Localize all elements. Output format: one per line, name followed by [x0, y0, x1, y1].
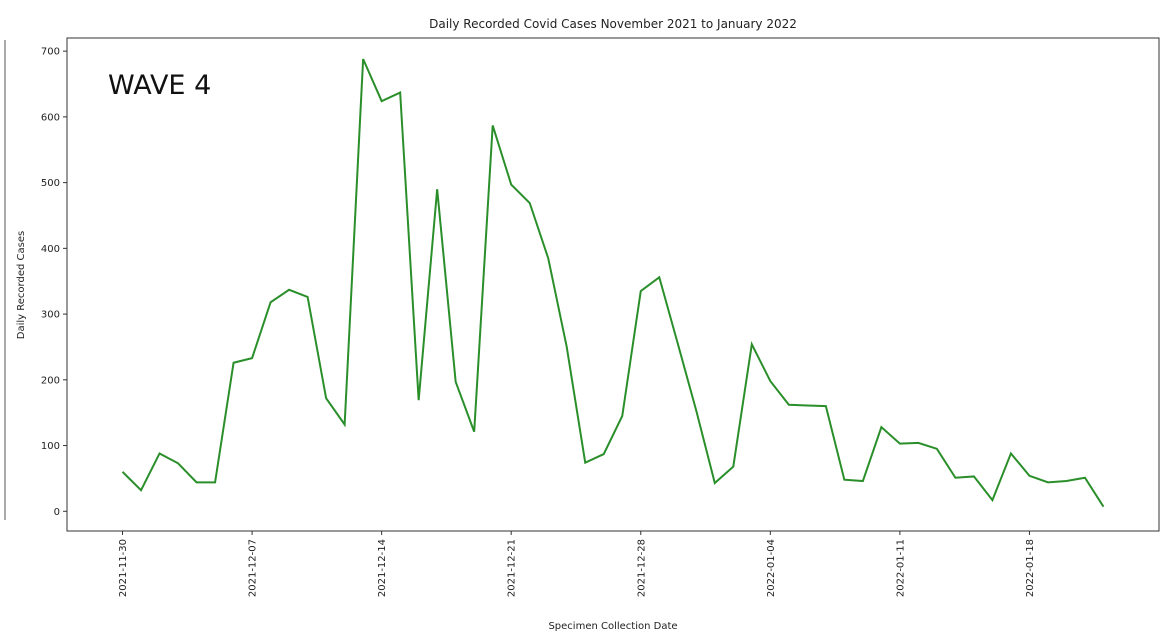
y-axis-label: Daily Recorded Cases: [16, 231, 27, 339]
x-tick-label: 2022-01-04: [766, 539, 777, 597]
y-tick-label: 600: [41, 112, 60, 123]
x-axis-label: Specimen Collection Date: [548, 621, 677, 632]
x-tick-label: 2021-12-28: [636, 539, 647, 597]
x-tick-label: 2021-11-30: [118, 539, 129, 597]
x-tick-label: 2021-12-07: [248, 539, 259, 597]
chart-title: Daily Recorded Covid Cases November 2021…: [429, 17, 797, 31]
data-line: [121, 58, 1105, 508]
y-tick-label: 0: [54, 507, 60, 518]
x-tick-label: 2021-12-21: [507, 539, 518, 597]
y-tick-label: 300: [41, 310, 60, 321]
y-tick-label: 500: [41, 178, 60, 189]
x-tick-label: 2021-12-14: [377, 539, 388, 597]
annotation: WAVE 4: [108, 70, 211, 101]
y-tick-label: 400: [41, 244, 60, 255]
plot-frame: [66, 37, 1160, 532]
y-tick-label: 200: [41, 375, 60, 386]
y-tick-label: 700: [41, 47, 60, 58]
x-tick-label: 2022-01-18: [1025, 539, 1036, 597]
x-tick-label: 2022-01-11: [895, 539, 906, 597]
y-tick-label: 100: [41, 441, 60, 452]
